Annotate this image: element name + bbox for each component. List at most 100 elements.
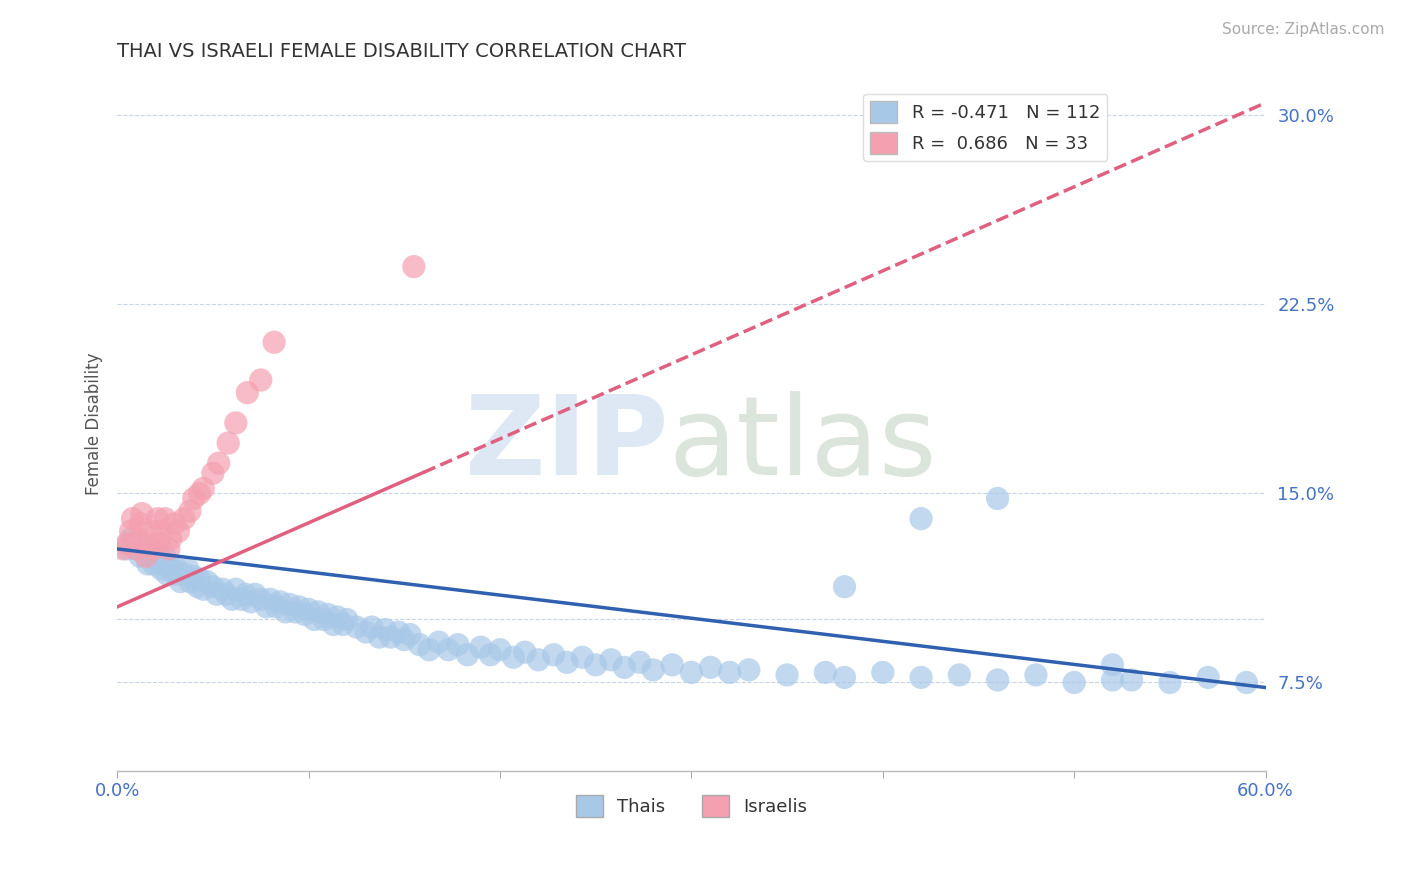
Point: [699, 660, 721, 674]
Point: [374, 623, 396, 637]
Point: [249, 373, 271, 387]
Point: [987, 673, 1010, 687]
Text: ZIP: ZIP: [465, 392, 668, 499]
Point: [205, 587, 228, 601]
Point: [332, 617, 354, 632]
Point: [195, 574, 218, 589]
Point: [394, 632, 416, 647]
Point: [188, 572, 211, 586]
Point: [141, 524, 163, 539]
Point: [479, 648, 502, 662]
Point: [115, 541, 138, 556]
Point: [125, 541, 148, 556]
Point: [153, 549, 176, 564]
Point: [834, 670, 856, 684]
Point: [1121, 673, 1143, 687]
Text: Source: ZipAtlas.com: Source: ZipAtlas.com: [1222, 22, 1385, 37]
Point: [513, 645, 536, 659]
Point: [135, 549, 157, 564]
Point: [201, 467, 224, 481]
Point: [264, 599, 287, 614]
Point: [111, 541, 134, 556]
Point: [1236, 675, 1258, 690]
Point: [354, 625, 377, 640]
Point: [183, 569, 205, 583]
Point: [1197, 670, 1219, 684]
Point: [447, 638, 470, 652]
Point: [948, 668, 970, 682]
Point: [145, 541, 167, 556]
Point: [179, 574, 201, 589]
Point: [159, 562, 181, 576]
Point: [225, 416, 247, 430]
Point: [543, 648, 565, 662]
Point: [284, 605, 307, 619]
Text: atlas: atlas: [668, 392, 936, 499]
Point: [173, 511, 195, 525]
Point: [142, 557, 165, 571]
Point: [236, 385, 259, 400]
Point: [585, 657, 607, 672]
Point: [193, 582, 215, 597]
Point: [304, 612, 326, 626]
Point: [776, 668, 799, 682]
Point: [456, 648, 478, 662]
Point: [207, 456, 229, 470]
Y-axis label: Female Disability: Female Disability: [86, 353, 103, 495]
Point: [129, 549, 152, 564]
Point: [136, 537, 159, 551]
Point: [141, 544, 163, 558]
Text: THAI VS ISRAELI FEMALE DISABILITY CORRELATION CHART: THAI VS ISRAELI FEMALE DISABILITY CORREL…: [117, 42, 686, 61]
Point: [243, 587, 266, 601]
Point: [131, 537, 153, 551]
Point: [217, 436, 239, 450]
Point: [150, 562, 173, 576]
Point: [173, 567, 195, 582]
Point: [437, 642, 460, 657]
Point: [387, 625, 409, 640]
Point: [316, 607, 339, 622]
Point: [987, 491, 1010, 506]
Point: [681, 665, 703, 680]
Point: [235, 587, 257, 601]
Point: [814, 665, 837, 680]
Point: [135, 541, 157, 556]
Point: [201, 580, 224, 594]
Point: [274, 605, 297, 619]
Point: [489, 642, 512, 657]
Point: [346, 620, 368, 634]
Point: [408, 638, 430, 652]
Point: [427, 635, 450, 649]
Point: [121, 511, 143, 525]
Point: [138, 549, 160, 564]
Point: [188, 486, 211, 500]
Point: [613, 660, 636, 674]
Point: [146, 552, 169, 566]
Point: [502, 650, 524, 665]
Point: [259, 592, 281, 607]
Point: [167, 524, 190, 539]
Point: [307, 605, 329, 619]
Point: [661, 657, 683, 672]
Point: [718, 665, 741, 680]
Point: [312, 612, 335, 626]
Point: [231, 592, 253, 607]
Point: [120, 532, 142, 546]
Point: [221, 592, 243, 607]
Point: [1101, 657, 1123, 672]
Point: [179, 504, 201, 518]
Point: [163, 516, 186, 531]
Point: [1025, 668, 1047, 682]
Point: [142, 541, 165, 556]
Point: [136, 557, 159, 571]
Point: [738, 663, 761, 677]
Point: [834, 580, 856, 594]
Legend: Thais, Israelis: Thais, Israelis: [568, 788, 814, 824]
Point: [159, 532, 181, 546]
Point: [152, 554, 174, 568]
Point: [150, 524, 173, 539]
Point: [360, 620, 382, 634]
Point: [470, 640, 492, 655]
Point: [278, 598, 301, 612]
Point: [249, 592, 271, 607]
